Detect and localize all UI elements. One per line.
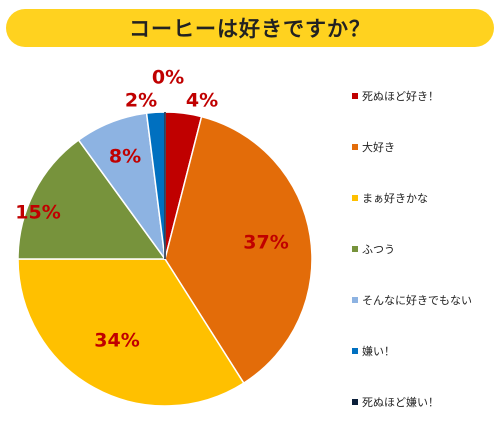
legend-item-5: そんなに好きでもない <box>352 292 472 308</box>
legend-swatch-5 <box>352 297 358 303</box>
legend-swatch-3 <box>352 195 358 201</box>
legend-item-6: 嫌い！ <box>352 343 395 359</box>
chart-title: コーヒーは好きですか？ <box>129 17 371 41</box>
legend-swatch-2 <box>352 144 358 150</box>
legend: 死ぬほど好き！ 大好きまぁ好きかな ふつうそんなに好きでもない 嫌い！ 死ぬほど嫌い！ <box>352 88 497 418</box>
legend-label-3: まぁ好きかな <box>362 192 428 205</box>
slice-label-5: 8% <box>109 146 141 168</box>
legend-item-7: 死ぬほど嫌い！ <box>352 394 439 410</box>
legend-swatch-6 <box>352 348 358 354</box>
legend-item-1: 死ぬほど好き！ <box>352 88 439 104</box>
legend-label-4: ふつう <box>362 243 395 256</box>
legend-item-2: 大好き <box>352 139 395 155</box>
slice-label-4: 15% <box>15 202 60 224</box>
legend-swatch-1 <box>352 93 358 99</box>
legend-swatch-4 <box>352 246 358 252</box>
pie-slice-4 <box>17 139 167 260</box>
pie-slice-3 <box>17 258 245 407</box>
legend-item-4: ふつう <box>352 241 395 257</box>
legend-label-2: 大好き <box>362 141 395 154</box>
legend-label-7: 死ぬほど嫌い！ <box>362 396 439 409</box>
legend-label-5: そんなに好きでもない <box>362 294 472 307</box>
slice-label-2: 37% <box>243 232 288 254</box>
slice-label-3: 34% <box>94 330 139 352</box>
slice-label-1: 4% <box>186 90 218 112</box>
legend-label-6: 嫌い！ <box>362 345 395 358</box>
legend-label-1: 死ぬほど好き！ <box>362 90 439 103</box>
legend-item-3: まぁ好きかな <box>352 190 428 206</box>
title-bar: コーヒーは好きですか？ <box>6 9 494 47</box>
slice-label-7: 0% <box>152 67 184 89</box>
legend-swatch-7 <box>352 399 358 405</box>
slice-label-6: 2% <box>125 90 157 112</box>
